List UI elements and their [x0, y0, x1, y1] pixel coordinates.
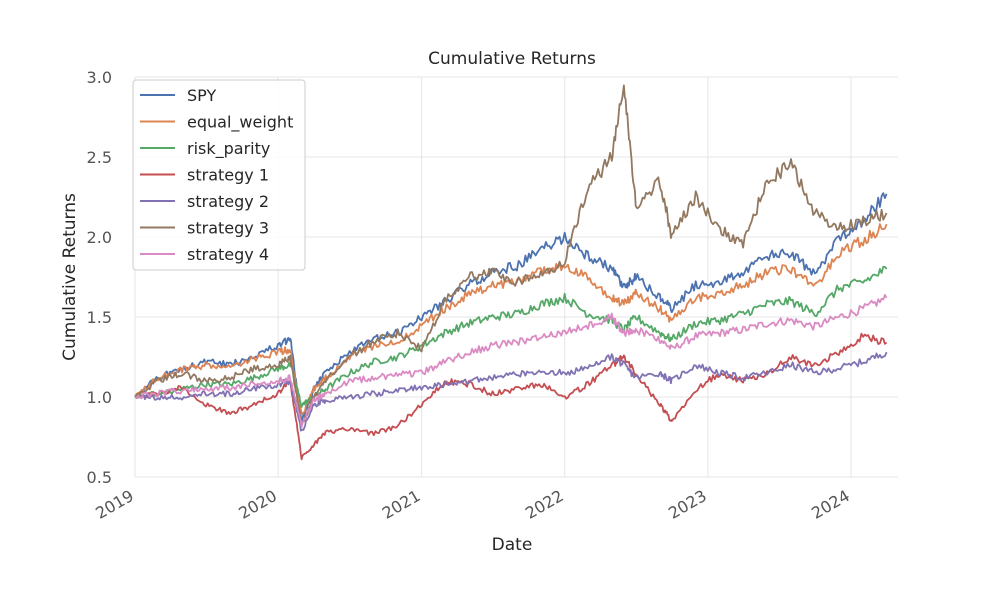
legend-label: strategy 2 [187, 192, 269, 211]
legend: SPY equal_weight risk_parity strategy 1 stra… [132, 79, 306, 271]
x-axis-title: Date [492, 535, 533, 555]
legend-label: SPY [187, 86, 216, 105]
y-tick-label: 3.0 [87, 68, 112, 87]
legend-label: strategy 3 [187, 219, 269, 238]
chart-title: Cumulative Returns [428, 49, 596, 69]
legend-label: strategy 1 [187, 166, 269, 185]
y-axis-title: Cumulative Returns [60, 193, 80, 361]
y-tick-label: 1.0 [87, 388, 112, 407]
y-tick-label: 0.5 [87, 468, 112, 487]
x-tick-labels: 2019 2020 2021 2022 2023 2024 [92, 486, 853, 523]
x-tick-label: 2022 [522, 486, 567, 523]
legend-box [132, 79, 306, 271]
y-tick-label: 1.5 [87, 308, 112, 327]
legend-label: strategy 4 [187, 245, 269, 264]
series-line-risk-parity [134, 265, 888, 408]
series-line-strategy-2 [134, 351, 888, 432]
series-line-spy [134, 192, 888, 424]
legend-label: equal_weight [187, 113, 293, 133]
y-tick-label: 2.0 [87, 228, 112, 247]
series-line-strategy-4 [134, 293, 888, 429]
x-tick-label: 2021 [379, 486, 424, 523]
series-line-strategy-3 [134, 84, 888, 425]
y-tick-label: 2.5 [87, 148, 112, 167]
x-tick-label: 2019 [92, 486, 137, 523]
y-tick-labels: 0.5 1.0 1.5 2.0 2.5 3.0 [87, 68, 112, 487]
x-tick-label: 2023 [665, 486, 710, 523]
x-tick-label: 2020 [235, 486, 280, 523]
legend-label: risk_parity [187, 139, 270, 159]
x-tick-label: 2024 [808, 486, 853, 523]
series-lines [134, 84, 888, 461]
